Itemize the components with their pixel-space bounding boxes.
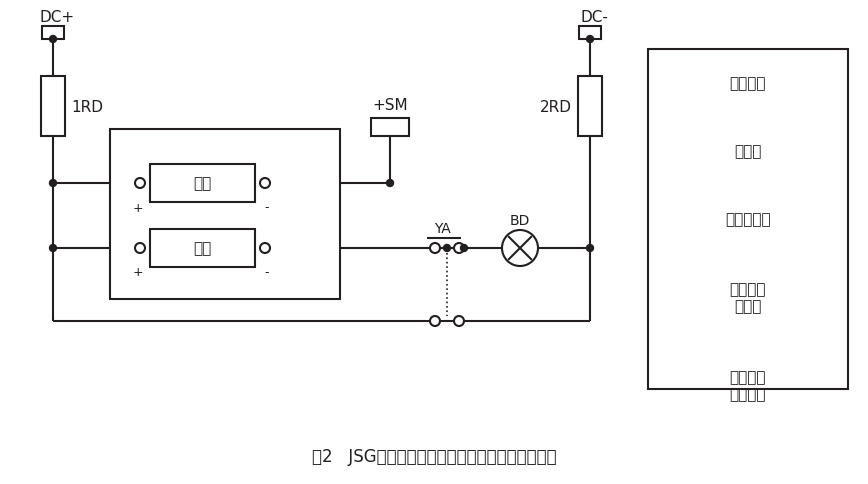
Text: 闪光小母线: 闪光小母线 <box>725 212 771 227</box>
Circle shape <box>502 230 538 267</box>
Bar <box>110 130 340 300</box>
Text: BD: BD <box>510 213 530 227</box>
Text: 图2   JSG系列静态闪光继电器应用外部接线参考图: 图2 JSG系列静态闪光继电器应用外部接线参考图 <box>312 447 556 465</box>
Text: DC-: DC- <box>580 10 608 25</box>
Text: +: + <box>133 201 143 214</box>
Circle shape <box>49 245 56 252</box>
Circle shape <box>587 245 594 252</box>
Circle shape <box>454 317 464 326</box>
Circle shape <box>444 245 450 252</box>
Circle shape <box>135 179 145 189</box>
Text: YA: YA <box>434 222 450 236</box>
Text: -: - <box>265 266 269 279</box>
Circle shape <box>260 179 270 189</box>
Bar <box>648 50 848 389</box>
Circle shape <box>135 243 145 254</box>
Text: 熔断器: 熔断器 <box>734 144 762 159</box>
Circle shape <box>461 245 468 252</box>
Text: 启动: 启动 <box>194 176 212 191</box>
Circle shape <box>430 243 440 254</box>
Text: -: - <box>265 201 269 214</box>
Circle shape <box>454 243 464 254</box>
Text: 1RD: 1RD <box>71 99 103 114</box>
Text: +: + <box>133 266 143 279</box>
Bar <box>150 165 255 203</box>
Text: DC+: DC+ <box>39 10 74 25</box>
Circle shape <box>386 180 393 187</box>
Bar <box>150 229 255 268</box>
Text: 静态闪光
断电器: 静态闪光 断电器 <box>730 281 766 314</box>
Circle shape <box>260 243 270 254</box>
Bar <box>41 77 65 136</box>
Text: +SM: +SM <box>372 98 408 113</box>
Circle shape <box>430 317 440 326</box>
Bar <box>42 27 64 40</box>
Text: 电源: 电源 <box>194 241 212 256</box>
Circle shape <box>49 36 56 44</box>
Text: 试验按钮
及信号灯: 试验按钮 及信号灯 <box>730 369 766 401</box>
Circle shape <box>49 180 56 187</box>
Bar <box>578 77 602 136</box>
Bar <box>371 119 409 136</box>
Text: 直流母线: 直流母线 <box>730 76 766 91</box>
Circle shape <box>587 36 594 44</box>
Bar <box>579 27 601 40</box>
Text: 2RD: 2RD <box>540 99 572 114</box>
